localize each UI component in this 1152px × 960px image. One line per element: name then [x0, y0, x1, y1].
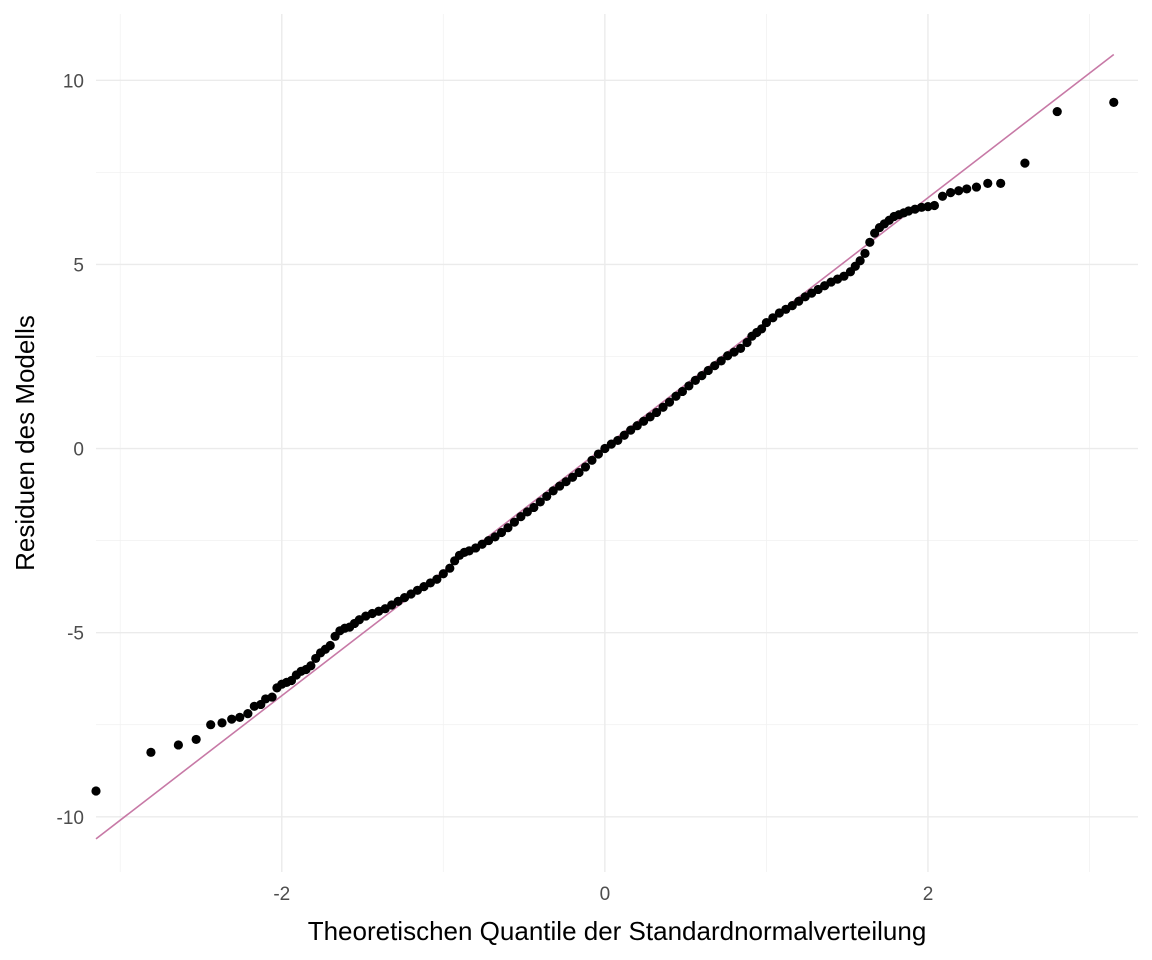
data-point	[962, 184, 972, 194]
data-point	[306, 661, 316, 671]
data-point	[438, 569, 448, 579]
data-point	[1020, 158, 1030, 168]
data-point	[690, 375, 700, 385]
data-point	[91, 786, 101, 796]
data-point	[227, 714, 237, 724]
x-tick-label: -2	[273, 884, 290, 905]
data-point	[768, 313, 778, 323]
data-point	[267, 692, 277, 702]
data-point	[761, 317, 772, 328]
data-point	[535, 497, 545, 507]
data-point	[735, 343, 746, 353]
data-point	[235, 712, 245, 722]
data-point	[954, 186, 964, 196]
x-tick-label: 0	[600, 884, 611, 905]
data-point	[445, 563, 455, 573]
data-point	[651, 407, 662, 418]
y-tick-label: 10	[63, 71, 84, 92]
y-axis-title: Residuen des Modells	[10, 315, 40, 571]
data-point	[860, 248, 870, 258]
data-point	[1052, 106, 1062, 117]
data-point	[542, 491, 552, 501]
data-point	[593, 449, 604, 459]
data-point	[929, 200, 940, 211]
data-point	[671, 391, 681, 401]
data-point	[1109, 97, 1119, 107]
data-point	[983, 178, 993, 188]
data-point	[509, 517, 520, 527]
data-point	[684, 381, 694, 391]
data-point	[325, 640, 335, 651]
x-tick-label: 2	[923, 884, 934, 905]
data-point	[191, 734, 201, 745]
data-point	[787, 301, 797, 311]
data-point	[600, 443, 610, 454]
data-point	[664, 397, 675, 407]
data-point	[243, 709, 253, 719]
data-point	[865, 237, 875, 247]
data-point	[756, 324, 767, 334]
data-point	[574, 467, 584, 478]
y-tick-label: 0	[73, 440, 84, 461]
data-point	[503, 523, 513, 533]
data-point	[529, 502, 539, 513]
data-point	[677, 386, 688, 397]
data-point	[432, 574, 442, 584]
y-tick-label: -5	[67, 624, 84, 645]
data-point	[580, 462, 591, 472]
data-point	[217, 718, 227, 728]
data-point	[794, 296, 804, 306]
data-point	[173, 740, 183, 750]
data-point	[496, 527, 507, 538]
data-point	[146, 747, 156, 757]
data-point	[946, 187, 956, 198]
data-point	[716, 356, 726, 366]
data-point	[516, 512, 526, 522]
data-point	[490, 532, 500, 542]
points-layer	[91, 97, 1119, 796]
data-point	[697, 371, 707, 381]
data-point	[639, 416, 649, 426]
data-point	[555, 481, 565, 491]
y-tick-label: -10	[57, 808, 84, 829]
data-point	[703, 365, 713, 376]
data-point	[548, 486, 558, 496]
data-point	[561, 477, 571, 487]
data-point	[206, 720, 216, 730]
data-point	[587, 455, 597, 465]
grid	[96, 14, 1138, 872]
y-tick-label: 5	[73, 255, 84, 276]
data-point	[632, 421, 642, 431]
data-point	[522, 507, 532, 517]
data-point	[645, 412, 655, 422]
data-point	[996, 178, 1006, 188]
tick-labels: -2 0 2 -10 -5 0 5 10	[57, 71, 934, 905]
data-point	[971, 182, 982, 192]
data-point	[619, 430, 629, 440]
data-point	[742, 337, 752, 348]
x-axis-title: Theoretischen Quantile der Standardnorma…	[308, 916, 927, 946]
data-point	[613, 435, 623, 446]
data-point	[658, 402, 668, 412]
data-point	[626, 425, 636, 435]
data-point	[855, 256, 865, 266]
data-point	[710, 361, 720, 371]
data-point	[839, 271, 849, 281]
data-point	[567, 472, 578, 482]
data-point	[937, 191, 948, 201]
